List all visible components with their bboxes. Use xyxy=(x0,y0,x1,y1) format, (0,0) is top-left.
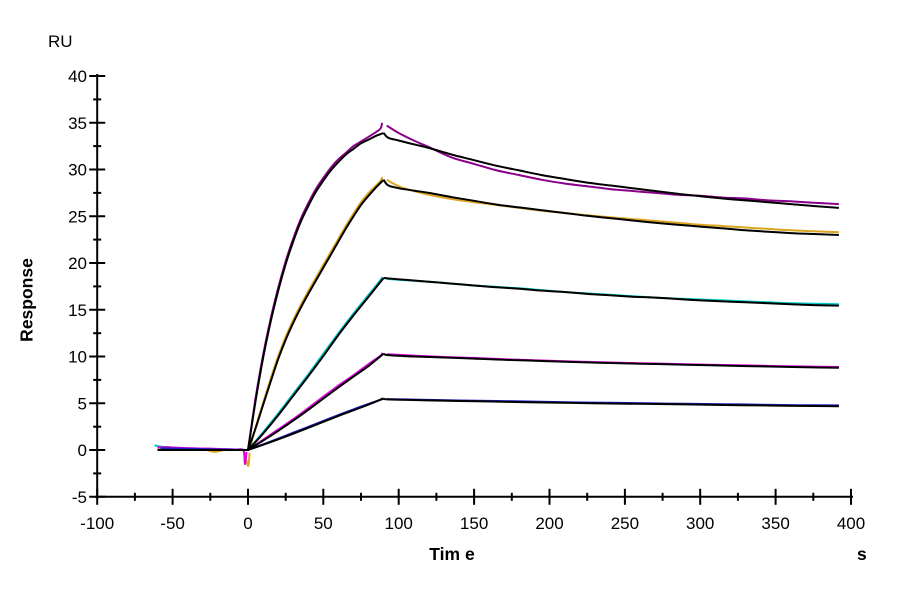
svg-text:150: 150 xyxy=(460,514,488,533)
svg-text:400: 400 xyxy=(837,514,865,533)
x-tick-labels: -100 -50 0 50 100 150 200 250 300 350 400 xyxy=(80,514,865,533)
svg-text:-5: -5 xyxy=(72,488,87,507)
svg-text:50: 50 xyxy=(314,514,333,533)
svg-text:250: 250 xyxy=(611,514,639,533)
svg-text:0: 0 xyxy=(243,514,252,533)
svg-text:300: 300 xyxy=(686,514,714,533)
y-tick-labels: -5 0 5 10 15 20 25 30 35 40 xyxy=(68,67,87,507)
svg-text:200: 200 xyxy=(535,514,563,533)
response-unit-label: RU xyxy=(48,32,73,51)
x-axis-title: Tim e xyxy=(429,544,475,564)
x-axis-unit-label: s xyxy=(857,544,867,564)
svg-text:25: 25 xyxy=(68,207,87,226)
svg-text:30: 30 xyxy=(68,161,87,180)
svg-text:40: 40 xyxy=(68,67,87,86)
svg-text:0: 0 xyxy=(78,441,87,460)
tick-marks xyxy=(89,75,852,505)
svg-text:15: 15 xyxy=(68,301,87,320)
svg-text:100: 100 xyxy=(385,514,413,533)
svg-text:-100: -100 xyxy=(80,514,114,533)
series-fit-3 xyxy=(157,277,839,451)
svg-text:5: 5 xyxy=(78,394,87,413)
svg-text:-50: -50 xyxy=(160,514,185,533)
svg-text:20: 20 xyxy=(68,254,87,273)
svg-text:350: 350 xyxy=(761,514,789,533)
series-fit-5 xyxy=(157,397,839,451)
series-trace-2 xyxy=(157,176,839,467)
series-fit-2 xyxy=(157,179,839,451)
svg-text:35: 35 xyxy=(68,114,87,133)
y-axis-title: Response xyxy=(16,258,37,342)
svg-text:10: 10 xyxy=(68,348,87,367)
